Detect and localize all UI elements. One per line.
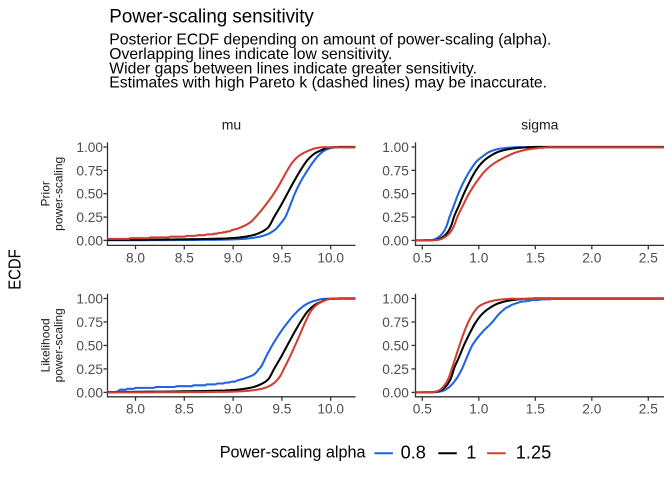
svg-text:8.5: 8.5: [175, 401, 194, 416]
svg-text:9.5: 9.5: [272, 401, 291, 416]
svg-text:0.50: 0.50: [382, 187, 409, 202]
svg-text:1.00: 1.00: [76, 140, 103, 155]
svg-text:0.25: 0.25: [382, 362, 409, 377]
svg-text:2.0: 2.0: [582, 251, 601, 266]
svg-text:Power-scaling sensitivity: Power-scaling sensitivity: [109, 6, 314, 28]
svg-text:9.0: 9.0: [224, 401, 243, 416]
svg-text:9.5: 9.5: [272, 251, 291, 266]
svg-text:0.5: 0.5: [413, 401, 432, 416]
svg-text:Posterior ECDF depending on am: Posterior ECDF depending on amount of po…: [109, 32, 551, 49]
svg-text:0.00: 0.00: [76, 385, 103, 400]
svg-text:0.25: 0.25: [76, 362, 103, 377]
svg-text:0.00: 0.00: [382, 233, 409, 248]
svg-text:0.50: 0.50: [76, 187, 103, 202]
svg-text:1.5: 1.5: [526, 251, 545, 266]
svg-text:1.00: 1.00: [382, 140, 409, 155]
svg-text:8.0: 8.0: [126, 401, 145, 416]
svg-text:sigma: sigma: [521, 116, 559, 132]
svg-text:Estimates with high Pareto k (: Estimates with high Pareto k (dashed lin…: [109, 75, 547, 92]
svg-text:0.75: 0.75: [76, 315, 103, 330]
svg-text:10.0: 10.0: [317, 251, 344, 266]
svg-text:2.5: 2.5: [639, 251, 658, 266]
svg-text:0.75: 0.75: [76, 163, 103, 178]
svg-text:mu: mu: [222, 116, 241, 132]
svg-text:2.0: 2.0: [582, 401, 601, 416]
svg-text:0.50: 0.50: [76, 338, 103, 353]
svg-text:1.00: 1.00: [382, 291, 409, 306]
svg-text:1.0: 1.0: [469, 251, 488, 266]
svg-text:1: 1: [466, 443, 476, 463]
svg-text:0.25: 0.25: [76, 210, 103, 225]
svg-text:power-scaling: power-scaling: [52, 308, 66, 382]
svg-text:Overlapping lines indicate low: Overlapping lines indicate low sensitivi…: [109, 46, 392, 63]
svg-text:9.0: 9.0: [224, 251, 243, 266]
svg-text:0.50: 0.50: [382, 338, 409, 353]
svg-text:2.5: 2.5: [639, 401, 658, 416]
svg-text:1.0: 1.0: [469, 401, 488, 416]
svg-text:0.00: 0.00: [382, 385, 409, 400]
svg-text:8.5: 8.5: [175, 251, 194, 266]
svg-text:0.75: 0.75: [382, 315, 409, 330]
svg-text:ECDF: ECDF: [5, 249, 25, 290]
svg-text:Likelihood: Likelihood: [39, 318, 53, 372]
svg-text:Wider gaps between lines indic: Wider gaps between lines indicate greate…: [109, 60, 477, 77]
svg-text:0.00: 0.00: [76, 233, 103, 248]
svg-text:Power-scaling alpha: Power-scaling alpha: [220, 443, 366, 461]
svg-text:0.8: 0.8: [401, 443, 426, 463]
svg-text:power-scaling: power-scaling: [52, 157, 66, 231]
svg-text:Prior: Prior: [39, 181, 53, 206]
svg-text:1.00: 1.00: [76, 291, 103, 306]
svg-text:8.0: 8.0: [126, 251, 145, 266]
svg-text:0.5: 0.5: [413, 251, 432, 266]
svg-text:10.0: 10.0: [317, 401, 344, 416]
svg-text:1.25: 1.25: [516, 443, 551, 463]
svg-text:1.5: 1.5: [526, 401, 545, 416]
svg-text:0.25: 0.25: [382, 210, 409, 225]
svg-text:0.75: 0.75: [382, 163, 409, 178]
